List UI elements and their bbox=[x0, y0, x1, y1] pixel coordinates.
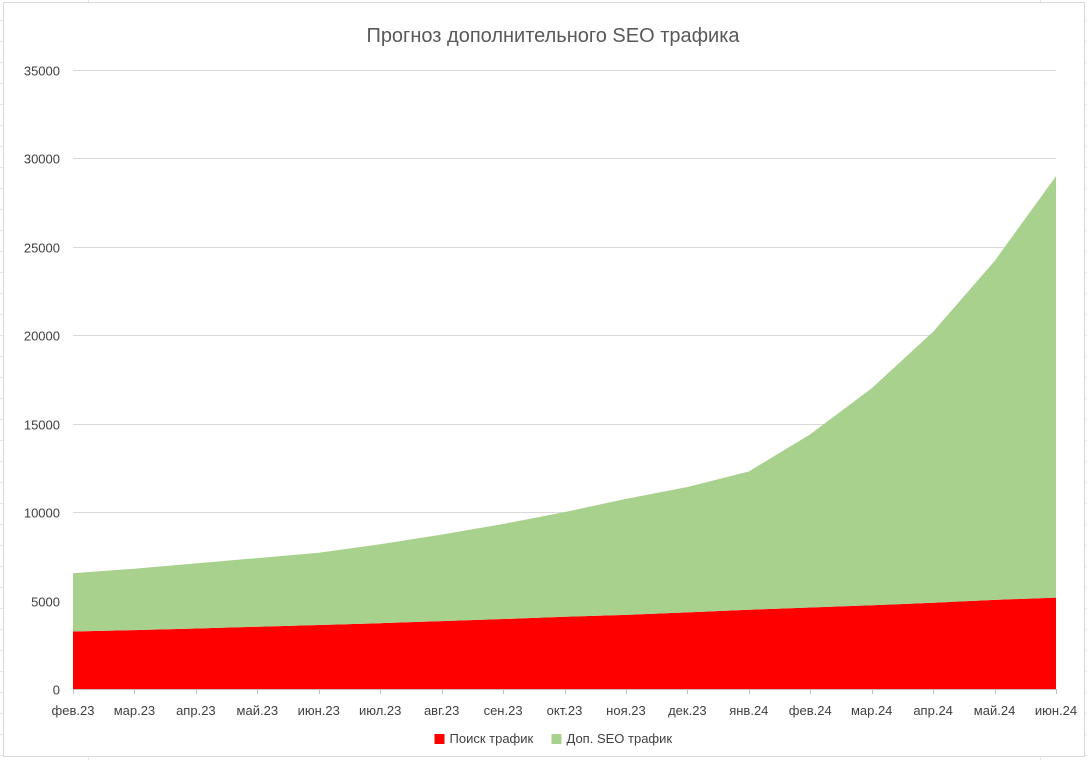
x-tick-label: мар.24 bbox=[851, 703, 892, 718]
x-tick-label: дек.23 bbox=[668, 703, 707, 718]
x-tick-label: апр.24 bbox=[913, 703, 953, 718]
y-tick-label: 10000 bbox=[24, 506, 60, 521]
x-tick-label: окт.23 bbox=[547, 703, 583, 718]
legend-label-1: Поиск трафик bbox=[450, 731, 534, 746]
chart-title: Прогноз дополнительного SEO трафика bbox=[366, 25, 740, 47]
series-area-1 bbox=[73, 597, 1056, 689]
legend-label-2: Доп. SEO трафик bbox=[567, 731, 673, 746]
legend-swatch-2 bbox=[551, 734, 562, 744]
chart-area[interactable]: Прогноз дополнительного SEO трафика 0 500… bbox=[3, 2, 1085, 757]
x-tick-label: июн.24 bbox=[1035, 703, 1077, 718]
y-tick-label: 30000 bbox=[24, 152, 60, 167]
x-tick-label: апр.23 bbox=[176, 703, 216, 718]
y-tick-label: 25000 bbox=[24, 241, 60, 256]
legend: Поиск трафик Доп. SEO трафик bbox=[434, 731, 673, 746]
x-tick-label: июн.23 bbox=[298, 703, 340, 718]
x-tick-label: ноя.23 bbox=[606, 703, 646, 718]
x-tick-label: сен.23 bbox=[484, 703, 523, 718]
series-areas bbox=[73, 176, 1056, 689]
x-tick-label: авг.23 bbox=[424, 703, 459, 718]
x-tick-label: май.23 bbox=[237, 703, 279, 718]
y-tick-label: 35000 bbox=[24, 64, 60, 79]
x-tick-label: фев.23 bbox=[52, 703, 95, 718]
series-area-2 bbox=[73, 176, 1056, 632]
x-tick-label: фев.24 bbox=[789, 703, 832, 718]
axes: 0 5000 10000 15000 20000 25000 30000 35000 фев.2… bbox=[24, 64, 1077, 719]
x-tick-label: янв.24 bbox=[729, 703, 768, 718]
x-tick-label: мар.23 bbox=[114, 703, 155, 718]
legend-swatch-1 bbox=[434, 734, 445, 744]
area-chart: Прогноз дополнительного SEO трафика 0 500… bbox=[24, 25, 1077, 746]
y-tick-label: 20000 bbox=[24, 329, 60, 344]
y-tick-label: 15000 bbox=[24, 418, 60, 433]
x-tick-label: май.24 bbox=[974, 703, 1016, 718]
y-tick-label: 5000 bbox=[31, 595, 60, 610]
x-tick-label: июл.23 bbox=[359, 703, 401, 718]
y-tick-label: 0 bbox=[53, 683, 60, 698]
